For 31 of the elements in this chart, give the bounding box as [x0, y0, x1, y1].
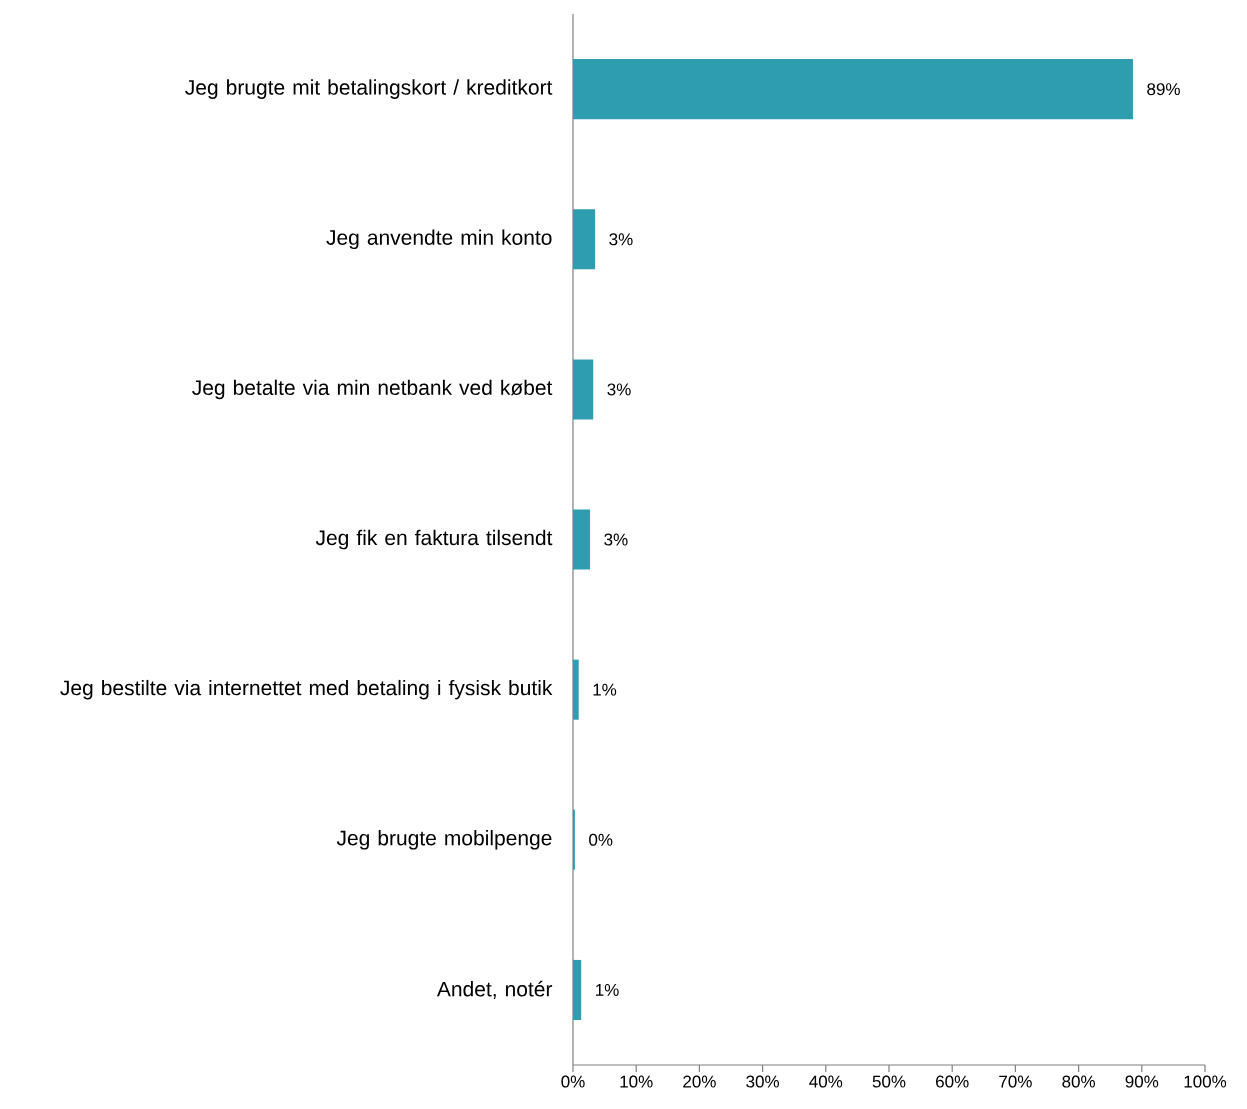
- bar: [573, 509, 591, 570]
- x-tick-label: 0%: [561, 1075, 585, 1088]
- data-label: 1%: [596, 984, 619, 996]
- bar: [573, 959, 582, 1020]
- bar: [573, 59, 1133, 120]
- x-tick-label: 60%: [936, 1075, 969, 1088]
- x-tick-label: 50%: [872, 1075, 906, 1088]
- y-tick-label: Jeg betalte via min netbank ved købet: [192, 379, 553, 400]
- x-tick-label: 40%: [809, 1075, 843, 1088]
- y-tick-label: Andet, notér: [436, 980, 553, 1000]
- x-tick-label: 20%: [683, 1075, 716, 1088]
- y-tick-label: Jeg bestilte via internettet med betaling i fysisk butik: [60, 679, 553, 700]
- x-tick-label: 70%: [999, 1075, 1032, 1088]
- x-tick-label: 10%: [620, 1075, 653, 1088]
- data-label: 89%: [1147, 83, 1180, 96]
- x-tick-label: 30%: [746, 1075, 779, 1088]
- data-label: 1%: [593, 683, 617, 696]
- x-tick-label: 100%: [1184, 1075, 1227, 1088]
- x-tick-label: 90%: [1125, 1075, 1159, 1088]
- data-label: 3%: [607, 383, 631, 396]
- y-tick-label: Jeg fik en faktura tilsendt: [315, 529, 553, 550]
- data-label: 3%: [604, 533, 628, 546]
- y-tick-label: Jeg brugte mobilpenge: [336, 830, 552, 850]
- bar: [573, 209, 596, 270]
- data-label: 3%: [609, 233, 633, 246]
- x-tick-label: 80%: [1062, 1075, 1095, 1088]
- y-tick-label: Jeg anvendte min konto: [326, 229, 552, 250]
- y-tick-label: Jeg brugte mit betalingskort / kreditkort: [185, 79, 553, 99]
- bar: [573, 659, 579, 720]
- data-label: 0%: [589, 833, 613, 846]
- bar: [573, 359, 594, 420]
